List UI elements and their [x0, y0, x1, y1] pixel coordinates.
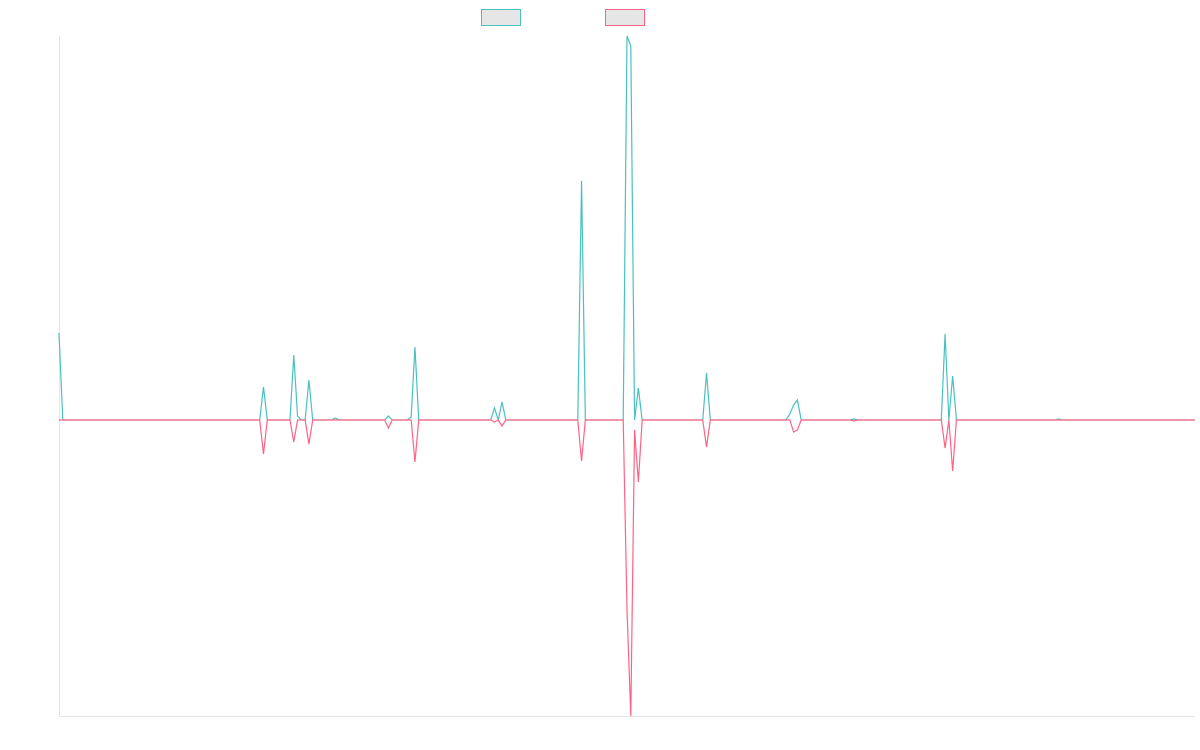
series-line: [59, 419, 1195, 717]
legend-swatch: [481, 9, 521, 26]
legend-swatch: [605, 9, 645, 26]
series-line: [58, 35, 1195, 423]
